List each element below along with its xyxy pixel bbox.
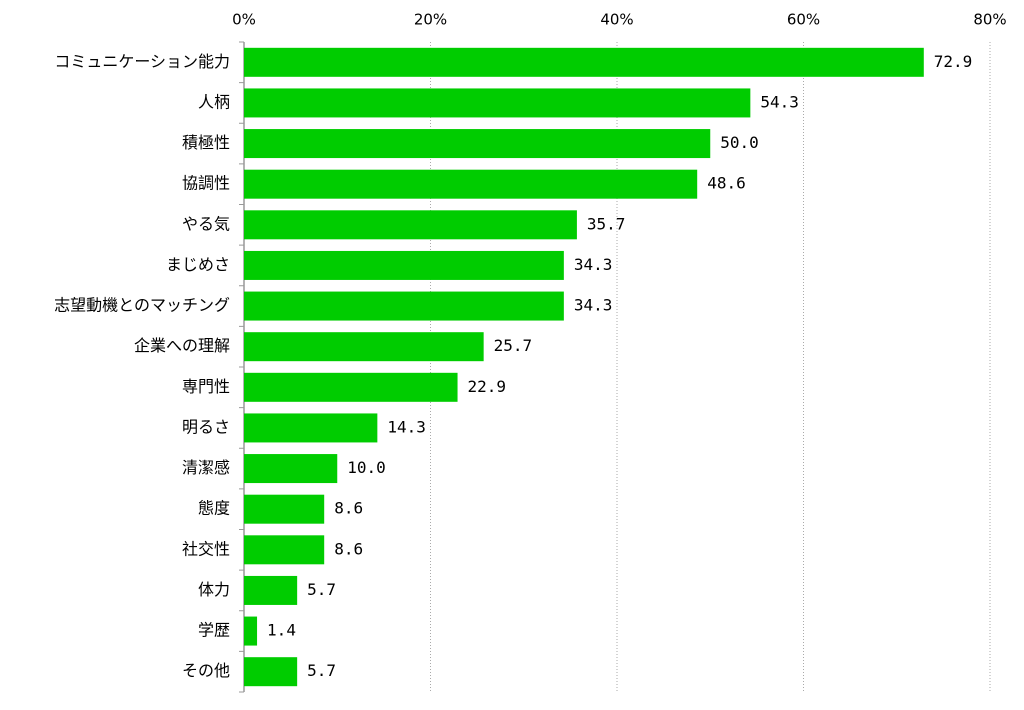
y-tick-label: 学歴 xyxy=(198,621,230,640)
y-tick-label: まじめさ xyxy=(166,255,230,274)
value-label: 8.6 xyxy=(334,499,363,518)
y-tick-label: 明るさ xyxy=(182,417,230,436)
bar xyxy=(244,210,577,240)
bar xyxy=(244,616,258,646)
value-label: 54.3 xyxy=(760,92,799,111)
bar xyxy=(244,372,458,402)
value-label: 72.9 xyxy=(934,52,973,71)
x-tick-label: 0% xyxy=(232,11,256,29)
bar xyxy=(244,129,711,159)
bar xyxy=(244,575,298,605)
bar xyxy=(244,413,378,443)
bar xyxy=(244,47,924,77)
value-label: 34.3 xyxy=(574,296,613,315)
value-label: 5.7 xyxy=(307,661,336,680)
y-tick-label: 志望動機とのマッチング xyxy=(54,296,230,315)
y-tick-label: コミュニケーション能力 xyxy=(54,52,230,71)
x-tick-label: 20% xyxy=(414,11,447,29)
value-label: 25.7 xyxy=(494,336,533,355)
value-label: 1.4 xyxy=(267,621,296,640)
bar xyxy=(244,454,338,484)
bar xyxy=(244,250,564,280)
y-tick-label: 態度 xyxy=(198,499,230,518)
bar xyxy=(244,169,698,199)
value-label: 50.0 xyxy=(720,133,759,152)
y-tick-label: 社交性 xyxy=(182,539,230,558)
bar xyxy=(244,291,564,321)
value-label: 48.6 xyxy=(707,174,746,193)
value-label: 22.9 xyxy=(468,377,507,396)
bar xyxy=(244,494,325,524)
bar xyxy=(244,88,751,118)
value-label: 10.0 xyxy=(347,458,386,477)
value-label: 34.3 xyxy=(574,255,613,274)
bar xyxy=(244,535,325,565)
x-tick-label: 80% xyxy=(973,11,1006,29)
y-tick-label: 清潔感 xyxy=(182,458,230,477)
value-label: 8.6 xyxy=(334,539,363,558)
y-tick-label: 専門性 xyxy=(182,377,230,396)
x-tick-label: 40% xyxy=(600,11,633,29)
y-tick-label: 企業への理解 xyxy=(134,336,230,355)
value-label: 35.7 xyxy=(587,214,626,233)
y-tick-label: 人柄 xyxy=(198,92,230,111)
y-tick-label: やる気 xyxy=(182,214,230,233)
x-tick-label: 60% xyxy=(787,11,820,29)
bar xyxy=(244,657,298,687)
y-tick-label: 協調性 xyxy=(182,174,230,193)
value-label: 14.3 xyxy=(387,417,426,436)
y-tick-label: その他 xyxy=(182,661,230,680)
y-tick-label: 体力 xyxy=(198,580,230,599)
y-tick-label: 積極性 xyxy=(182,133,230,152)
bar xyxy=(244,332,484,362)
value-label: 5.7 xyxy=(307,580,336,599)
